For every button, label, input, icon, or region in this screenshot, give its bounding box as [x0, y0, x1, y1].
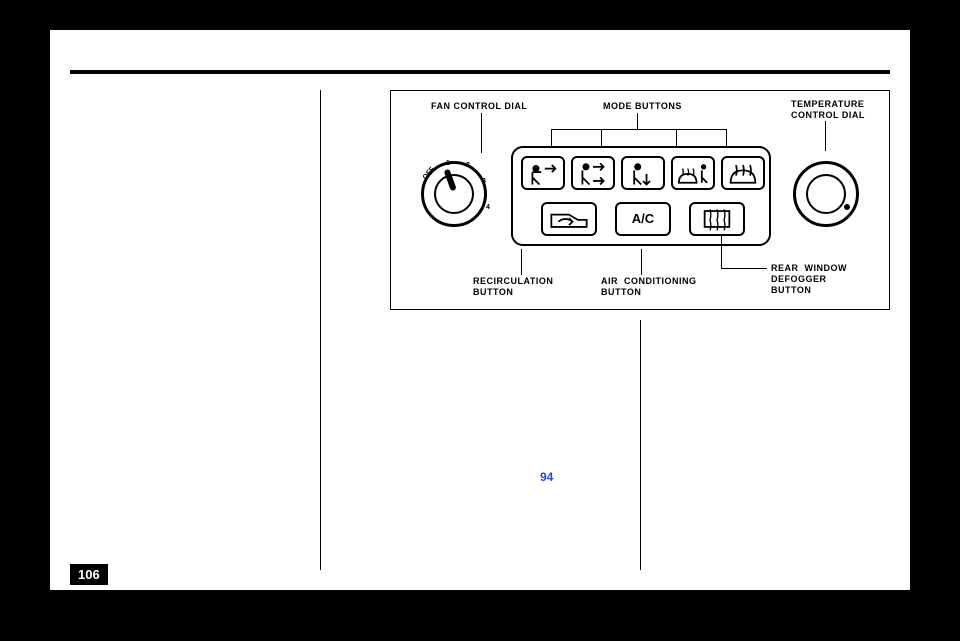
ac-button: A/C [615, 202, 671, 236]
fan-control-dial: OFF 1 2 3 4 [421, 161, 487, 227]
column-divider-1 [320, 90, 321, 570]
button-panel: A/C [511, 146, 771, 246]
mode-button-floor [621, 156, 665, 190]
label-ac-button: AIR CONDITIONING BUTTON [601, 276, 697, 298]
leader-line [721, 268, 767, 269]
leader-line [601, 129, 602, 147]
leader-line [481, 113, 482, 153]
floor-vent-icon [623, 158, 663, 188]
leader-line [637, 113, 638, 129]
mode-button-bilevel [571, 156, 615, 190]
mode-button-face [521, 156, 565, 190]
leader-line [641, 249, 642, 275]
recirculation-icon [543, 204, 595, 234]
page-number: 106 [70, 564, 108, 585]
mode-button-defrost [721, 156, 765, 190]
defrost-icon [723, 158, 763, 188]
fan-dial-off-text: OFF [422, 166, 436, 181]
mode-button-floor-defrost [671, 156, 715, 190]
label-fan-control-dial: FAN CONTROL DIAL [431, 101, 527, 112]
leader-line [551, 129, 552, 147]
leader-line [676, 129, 677, 147]
dial-inner [806, 174, 846, 214]
header-rule [70, 70, 890, 74]
fan-tick-3: 3 [482, 178, 486, 185]
fan-tick-4: 4 [486, 204, 490, 211]
label-recirculation-button: RECIRCULATION BUTTON [473, 276, 553, 298]
leader-line [825, 121, 826, 151]
recirculation-button [541, 202, 597, 236]
dial-indicator-dot [844, 204, 850, 210]
leader-line [726, 129, 727, 147]
rear-defogger-button [689, 202, 745, 236]
bilevel-vent-icon [573, 158, 613, 188]
label-temp-control-dial: TEMPERATURE CONTROL DIAL [791, 99, 865, 121]
leader-line [521, 249, 522, 275]
blue-reference-number: 94 [540, 470, 553, 484]
face-vent-icon [523, 158, 563, 188]
fan-tick-1: 1 [446, 160, 450, 167]
fan-tick-2: 2 [466, 162, 470, 169]
dial-inner [434, 174, 474, 214]
temperature-control-dial [793, 161, 859, 227]
rear-defogger-icon [691, 204, 743, 234]
label-mode-buttons: MODE BUTTONS [603, 101, 682, 112]
hvac-control-figure: FAN CONTROL DIAL MODE BUTTONS TEMPERATUR… [390, 90, 890, 310]
watermark-text: carmanualsonline.info [788, 620, 960, 641]
ac-button-label: A/C [632, 211, 654, 226]
leader-line [551, 129, 726, 130]
floor-defrost-icon [673, 158, 713, 188]
leader-line [721, 236, 722, 268]
column-divider-2 [640, 320, 641, 570]
manual-page: FAN CONTROL DIAL MODE BUTTONS TEMPERATUR… [50, 30, 910, 590]
label-rear-defogger-button: REAR WINDOW DEFOGGER BUTTON [771, 263, 847, 295]
